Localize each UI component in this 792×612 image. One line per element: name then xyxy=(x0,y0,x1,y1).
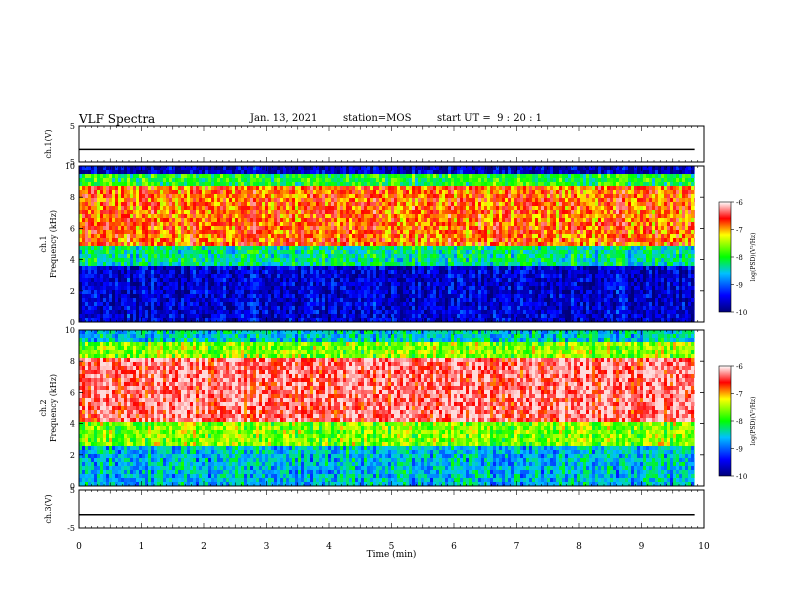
x-axis-label: Time (min) xyxy=(367,549,417,560)
y-tick-label: 0 xyxy=(70,318,75,327)
colorbar-2 xyxy=(718,365,732,477)
x-tick-label: 1 xyxy=(139,542,145,552)
colorbar-label: log(PSD)(V²/Hz) xyxy=(750,233,757,282)
colorbar-tick-label: -9 xyxy=(736,282,743,290)
x-tick-label: 7 xyxy=(514,542,520,552)
y-tick-label: 2 xyxy=(70,287,75,296)
y-tick-label: 2 xyxy=(70,451,75,460)
y-axis-label-1: Frequency (kHz) xyxy=(49,210,58,278)
panel-frame-0 xyxy=(78,125,705,163)
chart-title: VLF Spectra xyxy=(79,112,156,126)
x-tick-label: 2 xyxy=(201,542,207,552)
station-label: station=MOS xyxy=(343,113,412,124)
spectrogram-2 xyxy=(79,330,704,487)
x-tick-label: 9 xyxy=(639,542,645,552)
x-tick-label: 0 xyxy=(76,542,82,552)
y-tick-label: -5 xyxy=(67,524,75,533)
y-tick-label: 8 xyxy=(70,193,75,202)
colorbar-tick-label: -6 xyxy=(736,199,743,207)
y-tick-label: 6 xyxy=(70,388,75,397)
colorbar-tick-label: -10 xyxy=(736,309,747,317)
colorbar-tick-label: -6 xyxy=(736,363,743,371)
x-tick-label: 5 xyxy=(389,542,395,552)
y-tick-label: 4 xyxy=(70,420,75,429)
date-label: Jan. 13, 2021 xyxy=(250,113,318,124)
y-tick-label: 10 xyxy=(65,326,75,335)
y-tick-label: 4 xyxy=(70,256,75,265)
y-axis-label-2: ch.2 xyxy=(39,399,48,416)
start-time-label: start UT = 9 : 20 : 1 xyxy=(437,113,543,124)
colorbar-tick-label: -10 xyxy=(736,473,747,481)
x-tick-label: 10 xyxy=(698,542,710,552)
y-axis-label-1: ch.1 xyxy=(39,235,48,252)
y-tick-label: 8 xyxy=(70,357,75,366)
colorbar-label: log(PSD)(V²/Hz) xyxy=(750,397,757,446)
colorbar-tick-label: -8 xyxy=(736,254,743,262)
y-axis-label-2: Frequency (kHz) xyxy=(49,374,58,442)
y-tick-label: 5 xyxy=(70,122,75,131)
colorbar-tick-label: -7 xyxy=(736,227,743,235)
x-tick-label: 3 xyxy=(264,542,270,552)
panel-frame-3 xyxy=(78,489,705,529)
y-tick-label: 5 xyxy=(70,486,75,495)
y-tick-label: 0 xyxy=(70,482,75,491)
x-tick-label: 6 xyxy=(451,542,457,552)
plot-panels xyxy=(79,166,704,487)
plot-axes: 5 -5 ch.1(V) -6 -7 -8 -9 -10 log(PSD)(V²/Hz) 0 2 4 6… xyxy=(39,122,757,560)
x-tick-label: 4 xyxy=(326,542,332,552)
colorbar-tick-label: -7 xyxy=(736,391,743,399)
y-tick-label: 10 xyxy=(65,162,75,171)
y-axis-label-3: ch.3(V) xyxy=(44,494,53,523)
y-tick-label: -5 xyxy=(67,158,75,167)
spectrogram-1 xyxy=(79,166,704,323)
y-axis-label-0: ch.1(V) xyxy=(44,129,53,158)
colorbar-tick-label: -9 xyxy=(736,446,743,454)
y-tick-label: 6 xyxy=(70,224,75,233)
colorbar-tick-label: -8 xyxy=(736,418,743,426)
colorbar-1 xyxy=(718,201,732,313)
x-tick-label: 8 xyxy=(576,542,582,552)
